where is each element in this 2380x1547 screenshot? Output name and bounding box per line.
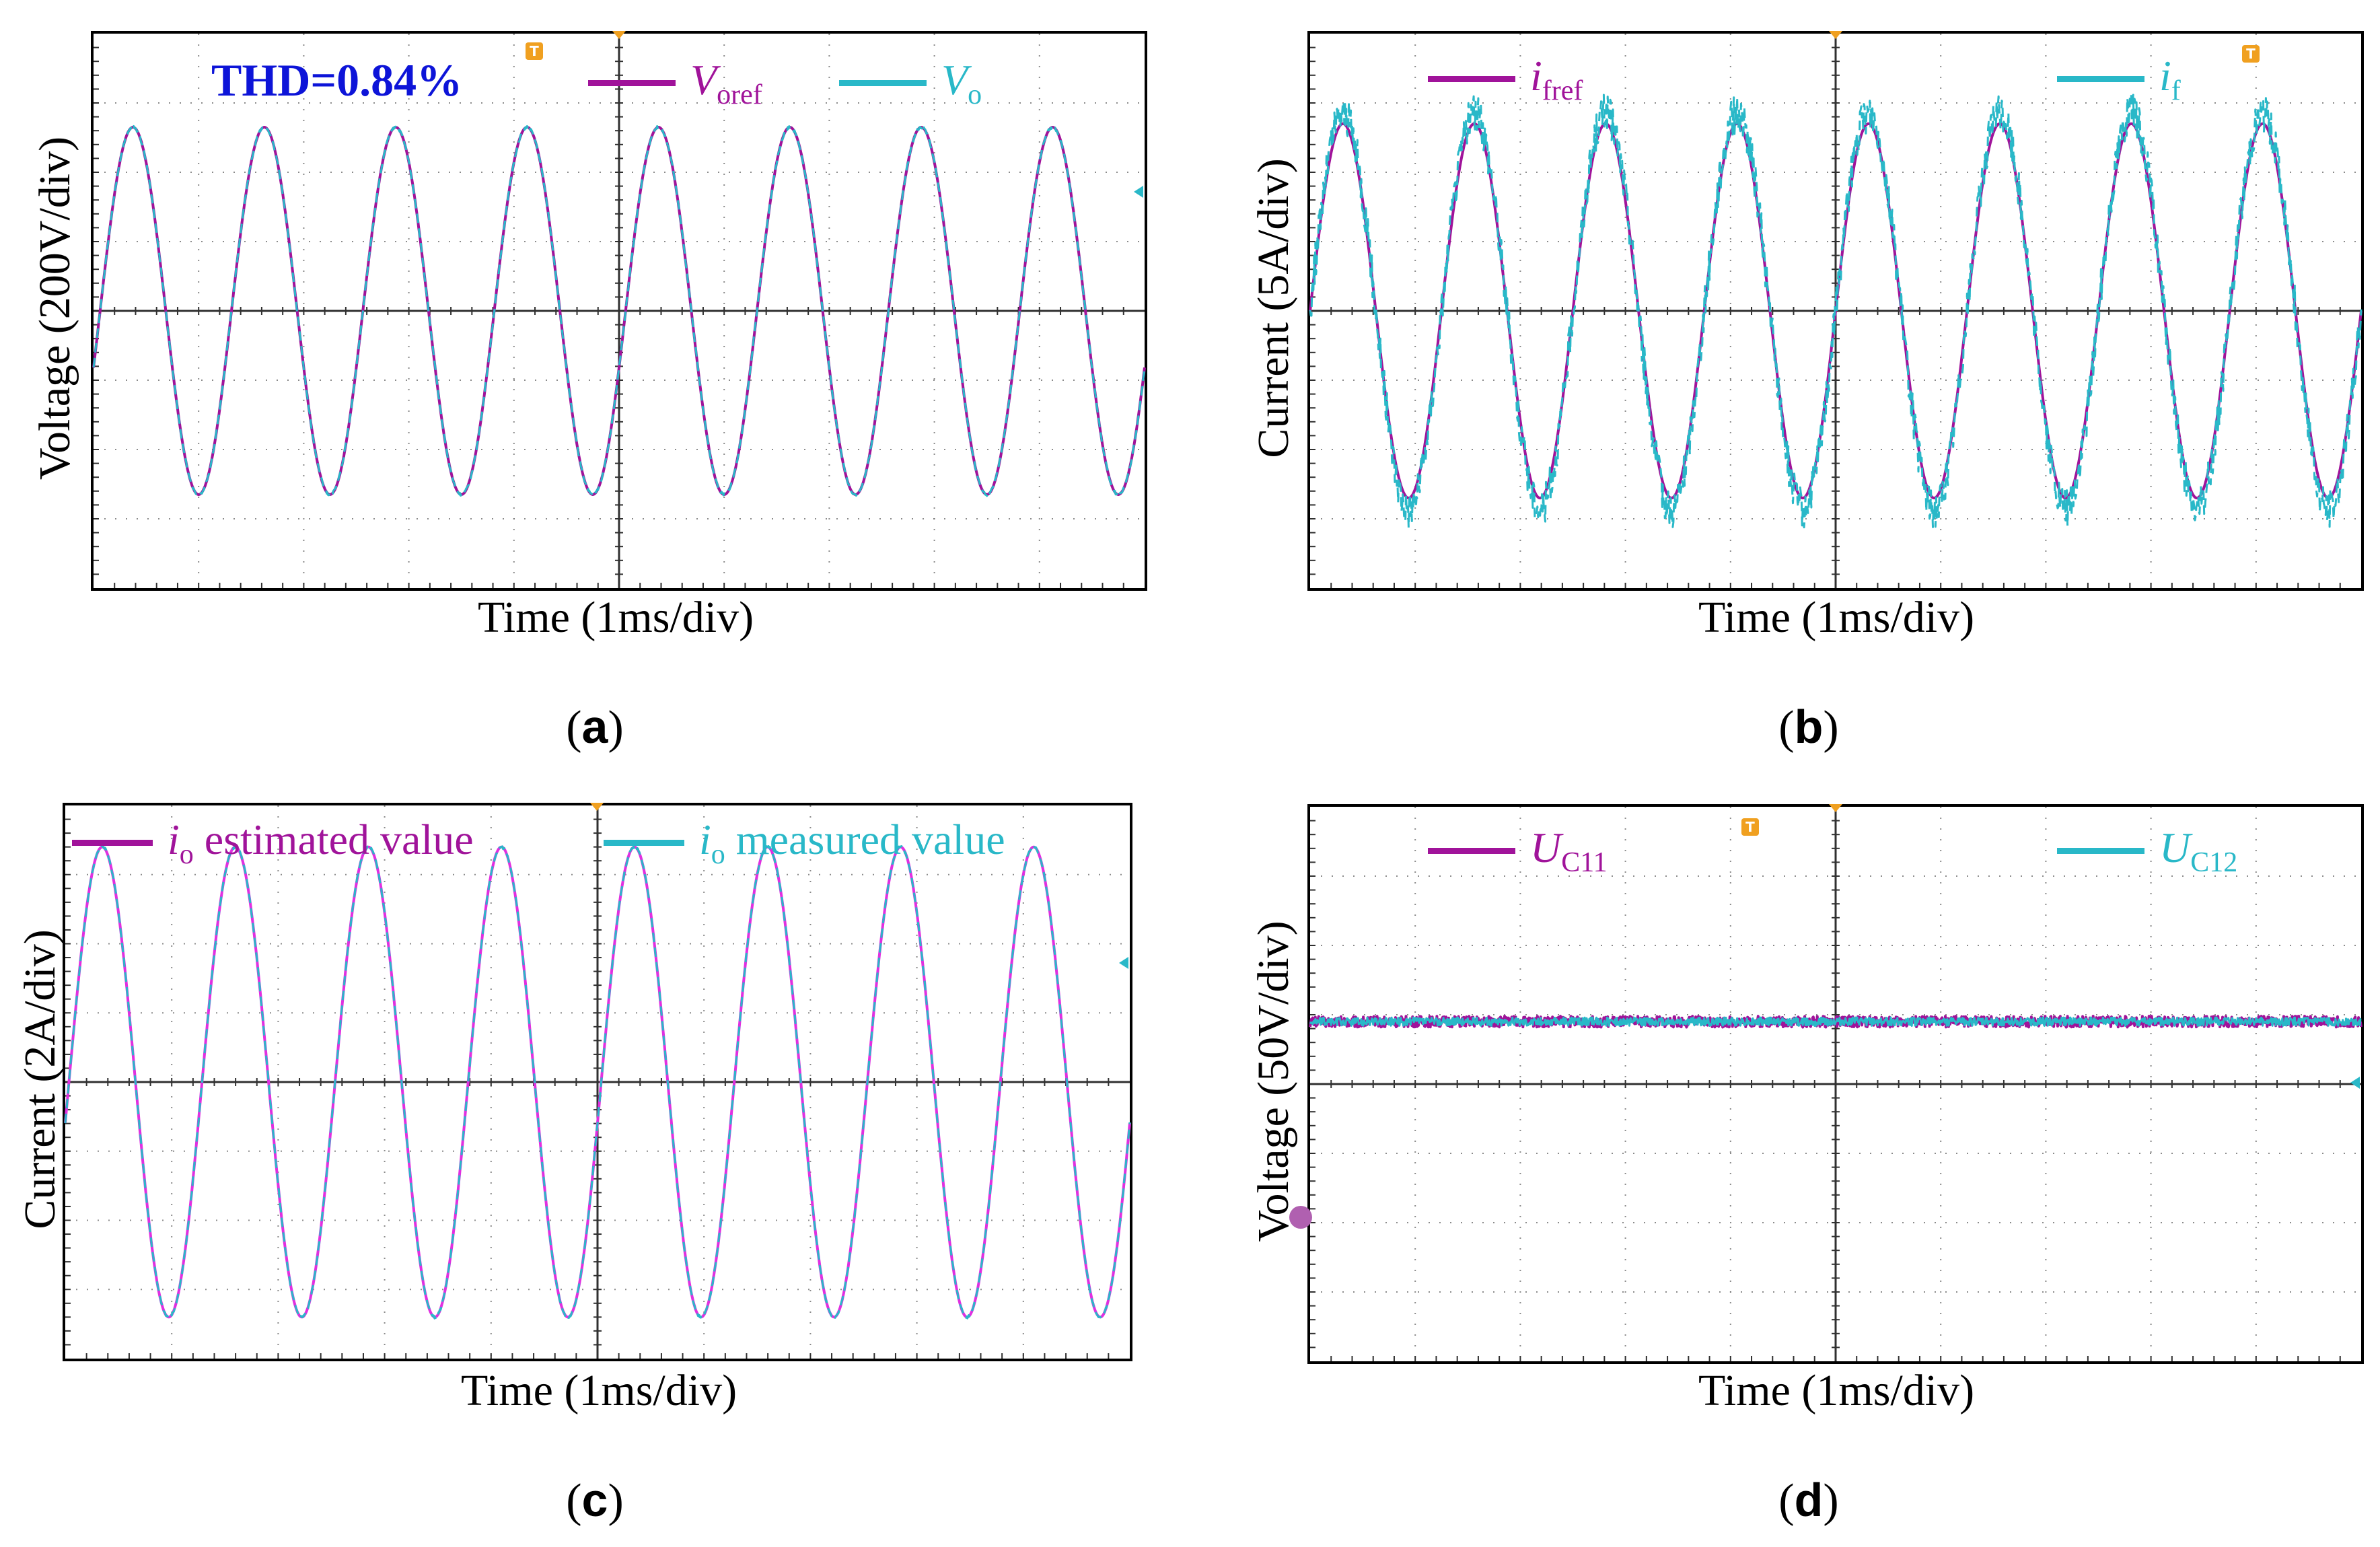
legend-label-voref: Voref: [690, 56, 762, 110]
legend-label-io-measured: io measured value: [699, 816, 1005, 870]
legend-item-uc12: UC12: [2057, 823, 2237, 879]
legend-label-io-estimated: io estimated value: [168, 816, 474, 870]
trigger-icon: T: [526, 42, 543, 60]
legend-item-voref: Voref: [588, 55, 762, 111]
legend-swatch-uc11: [1428, 848, 1515, 854]
plot-area-b: ifref if T: [1307, 31, 2364, 591]
legend-swatch-io-measured: [604, 840, 684, 846]
caption-d: (d): [1778, 1474, 1839, 1527]
trigger-position-marker: [612, 31, 626, 39]
series-line-v-o: [92, 124, 1146, 497]
chart-d: [1309, 807, 2363, 1361]
trigger-icon: T: [2242, 45, 2260, 63]
legend-swatch-if: [2057, 76, 2144, 82]
panel-d: UC11 UC12 T Voltage (50V/div) Time (1ms/…: [1190, 773, 2379, 1546]
legend-item-uc11: UC11: [1428, 823, 1608, 879]
legend-swatch-vo: [839, 80, 927, 86]
trigger-level-marker: [1134, 186, 1143, 198]
chart-b: [1309, 34, 2363, 588]
legend-item-vo: Vo: [839, 55, 982, 111]
trigger-level-marker: [1119, 957, 1128, 969]
x-axis-label-a: Time (1ms/div): [477, 593, 754, 642]
trigger-position-marker: [590, 803, 604, 811]
y-axis-label-a: Voltage (200V/div): [30, 136, 79, 480]
trigger-position-marker: [1829, 31, 1842, 39]
x-axis-label-d: Time (1ms/div): [1698, 1366, 1975, 1415]
panel-a: THD=0.84% Voref Vo T Voltage (200V/div) …: [0, 0, 1190, 773]
series-line-i-f: [1309, 93, 2363, 529]
y-axis-label-d: Voltage (50V/div): [1249, 921, 1298, 1242]
caption-c: (c): [566, 1474, 624, 1527]
legend-item-if: if: [2057, 51, 2181, 107]
caption-a: (a): [566, 700, 624, 754]
legend-label-if: if: [2159, 52, 2181, 106]
thd-annotation: THD=0.84%: [211, 55, 463, 106]
ground-reference-marker: [1289, 1206, 1312, 1229]
legend-swatch-uc12: [2057, 848, 2144, 854]
series-line-u-c12: [1309, 1016, 2362, 1027]
trigger-position-marker: [1829, 804, 1842, 812]
legend-swatch-ifref: [1428, 76, 1515, 82]
legend-swatch-voref: [588, 80, 676, 86]
chart-a: [92, 34, 1146, 588]
legend-swatch-io-estimated: [72, 840, 153, 846]
legend-item-io-estimated: io estimated value: [72, 815, 474, 871]
y-axis-label-b: Current (5A/div): [1249, 158, 1298, 458]
plot-area-d: UC11 UC12 T: [1289, 804, 2364, 1364]
plot-area-a: THD=0.84% Voref Vo T: [91, 31, 1147, 591]
plot-area-c: io estimated value io measured value: [63, 803, 1132, 1361]
panel-b: ifref if T Current (5A/div) Time (1ms/di…: [1190, 0, 2379, 773]
caption-b: (b): [1778, 700, 1839, 754]
legend-item-io-measured: io measured value: [604, 815, 1005, 871]
x-axis-label-b: Time (1ms/div): [1698, 593, 1975, 642]
y-axis-label-c: Current (2A/div): [15, 929, 65, 1229]
x-axis-label-c: Time (1ms/div): [460, 1366, 737, 1415]
legend-label-uc11: UC11: [1530, 824, 1608, 878]
series-line-i-o: [64, 844, 1131, 1320]
legend-label-ifref: ifref: [1530, 52, 1583, 106]
panel-c: io estimated value io measured value Cur…: [0, 773, 1190, 1546]
legend-label-vo: Vo: [941, 56, 982, 110]
trigger-icon: T: [1741, 818, 1759, 836]
legend-item-ifref: ifref: [1428, 51, 1583, 107]
chart-c: [64, 805, 1131, 1359]
trigger-level-marker: [2350, 1077, 2360, 1089]
legend-label-uc12: UC12: [2159, 824, 2238, 878]
